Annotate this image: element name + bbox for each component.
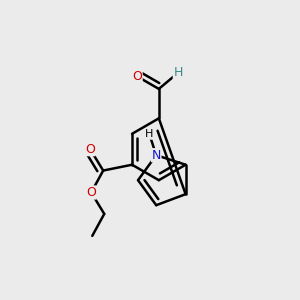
Text: O: O xyxy=(85,143,95,156)
Text: O: O xyxy=(86,186,96,199)
Text: O: O xyxy=(132,70,142,83)
Text: H: H xyxy=(173,66,183,79)
Text: N: N xyxy=(152,149,161,162)
Text: H: H xyxy=(145,129,154,139)
